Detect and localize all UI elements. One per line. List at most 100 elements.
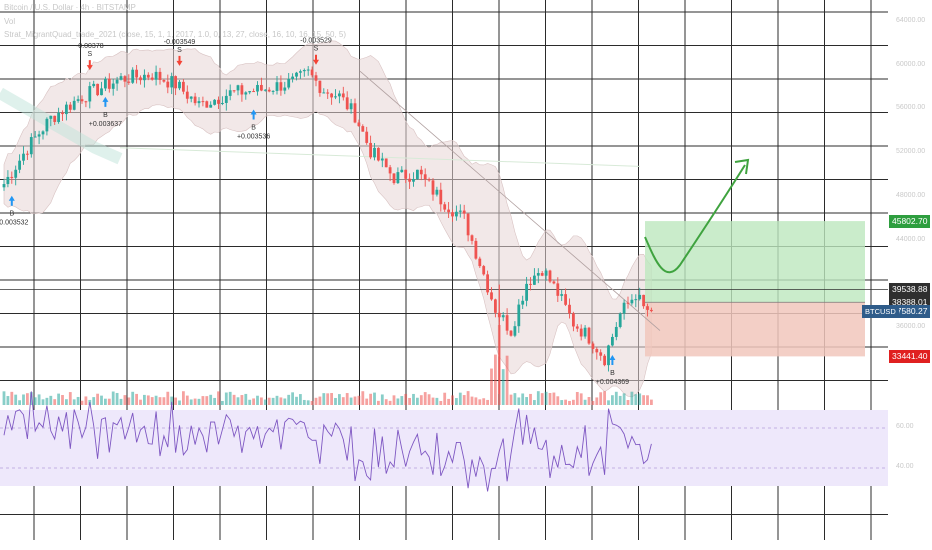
- volume-bar: [33, 397, 37, 405]
- symbol-tag: BTCUSD: [862, 304, 899, 318]
- candle-body: [123, 76, 127, 82]
- candle-body: [400, 169, 404, 173]
- volume-bar: [322, 393, 326, 405]
- candle-body: [533, 275, 536, 285]
- volume-bar: [260, 397, 263, 405]
- candle-body: [193, 96, 197, 104]
- volume-bar: [490, 368, 493, 405]
- volume-bar: [575, 391, 579, 405]
- volume-bar: [622, 393, 626, 405]
- candle-body: [80, 99, 84, 102]
- volume-bar: [29, 392, 33, 405]
- candle-body: [560, 294, 564, 296]
- volume-bar: [384, 399, 388, 405]
- candle-body: [33, 136, 37, 138]
- volume-bar: [396, 398, 400, 405]
- candle-body: [548, 270, 552, 282]
- volume-bar: [41, 399, 45, 405]
- volume-bar: [174, 397, 177, 405]
- signal-buy-1: B +0.003532: [0, 195, 29, 227]
- candle-body: [341, 93, 345, 98]
- candle-body: [517, 304, 521, 327]
- volume-bar: [349, 397, 353, 405]
- candle-body: [18, 160, 21, 170]
- candle-body: [419, 169, 423, 175]
- sell-arrow-icon: [176, 55, 183, 66]
- volume-bar: [338, 394, 341, 405]
- candle-body: [540, 273, 544, 276]
- candle-body: [104, 78, 107, 89]
- candle-body: [185, 91, 189, 99]
- volume-bar: [84, 396, 88, 405]
- buy-arrow-icon: [250, 109, 257, 120]
- volume-bar: [150, 397, 154, 405]
- volume-bar: [458, 392, 462, 405]
- volume-bar: [197, 398, 201, 405]
- candle-body: [127, 81, 131, 83]
- candle-body: [564, 294, 567, 305]
- take-profit-label: 45802.70: [889, 214, 931, 228]
- candle-body: [224, 95, 228, 103]
- candle-body: [256, 84, 259, 92]
- candle-body: [462, 210, 466, 214]
- signal-sell-3: S-0.003529: [300, 38, 332, 65]
- volume-bar: [53, 399, 57, 405]
- candle-body: [201, 101, 205, 103]
- candle-body: [611, 336, 614, 346]
- candle-body: [521, 300, 525, 305]
- axis-tick: 52000.00: [896, 148, 926, 156]
- volume-bar: [599, 392, 603, 405]
- volume-bar: [392, 395, 396, 405]
- candle-body: [439, 189, 443, 205]
- volume-bar: [279, 397, 283, 405]
- candle-body: [37, 134, 41, 137]
- candle-body: [263, 89, 267, 91]
- volume-bar: [482, 398, 486, 405]
- candle-body: [65, 104, 68, 115]
- candle-body: [244, 92, 248, 95]
- trade-signals: B+0.003532S-0.00378B+0.003637S-0.003549B…: [0, 38, 629, 386]
- candle-body: [326, 92, 330, 94]
- volume-bar: [111, 391, 115, 405]
- volume-bar: [189, 399, 193, 405]
- strategy-label: Strat_MigrantQuad_trade_2021 (close, 15,…: [4, 30, 347, 39]
- volume-bar: [412, 393, 415, 405]
- candle-body: [513, 326, 517, 336]
- signal-sell-2: S-0.003549: [164, 39, 195, 66]
- volume-bar: [638, 393, 642, 405]
- candle-body: [228, 90, 232, 96]
- volume-bar: [326, 393, 330, 405]
- volume-bar: [185, 395, 189, 405]
- candle-body: [232, 90, 236, 92]
- volume-bar: [560, 400, 564, 405]
- volume-bar: [564, 399, 567, 405]
- volume-bar: [423, 392, 427, 405]
- candle-body: [240, 85, 244, 95]
- candle-body: [427, 179, 431, 181]
- candle-body: [299, 71, 302, 73]
- volume-bar: [435, 397, 439, 405]
- volume-bar: [603, 391, 606, 405]
- volume-bar: [57, 393, 60, 405]
- volume-bar: [221, 400, 224, 405]
- volume-bar: [295, 396, 298, 405]
- candle-body: [139, 77, 142, 81]
- candle-body: [72, 100, 76, 110]
- volume-bar: [158, 397, 162, 405]
- volume-bar: [443, 392, 447, 405]
- signal-type: B: [610, 370, 615, 377]
- signal-buy-3: B +0.003536: [237, 109, 270, 141]
- volume-bar: [474, 397, 478, 405]
- buy-arrow-icon: [102, 96, 109, 107]
- candle-body: [591, 343, 595, 349]
- candle-body: [252, 91, 255, 93]
- candle-body: [267, 89, 271, 92]
- volume-bar: [509, 394, 513, 405]
- last-price-label: 37580.27: [889, 304, 931, 318]
- candle-body: [279, 82, 283, 91]
- volume-bar: [10, 391, 14, 405]
- volume-bar: [388, 400, 392, 405]
- volume-bar: [299, 394, 302, 405]
- candle-body: [396, 172, 400, 184]
